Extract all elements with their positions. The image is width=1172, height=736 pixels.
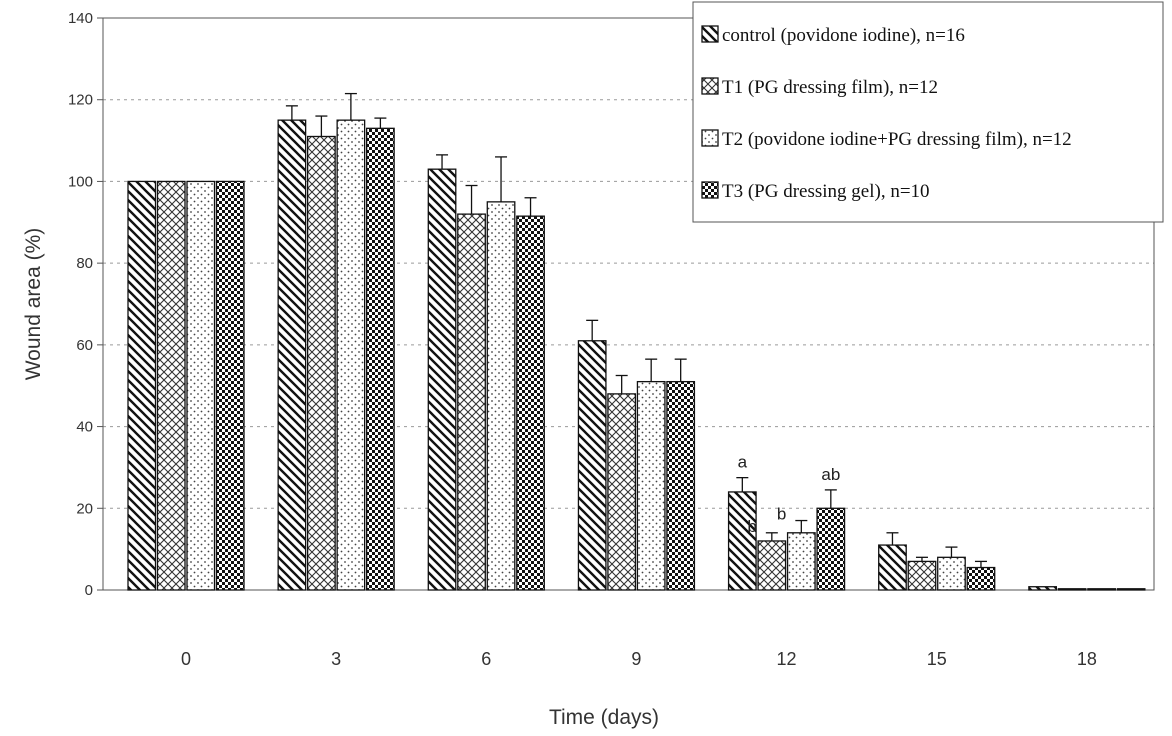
legend-swatch bbox=[701, 181, 719, 199]
bar-t2-day-6 bbox=[486, 201, 516, 591]
bar-t1-day-12 bbox=[757, 540, 787, 591]
significance-label: b bbox=[747, 517, 756, 536]
x-tick-label: 15 bbox=[927, 649, 947, 669]
legend-swatch bbox=[701, 25, 719, 43]
bar-control-day-12 bbox=[727, 491, 757, 591]
bar-t2-day-3 bbox=[336, 119, 366, 591]
y-tick-label: 120 bbox=[68, 92, 93, 109]
bar-t2-day-18 bbox=[1087, 588, 1117, 591]
legend-entry: T2 (povidone iodine+PG dressing film), n… bbox=[722, 129, 1072, 150]
bar-control-day-15 bbox=[878, 544, 907, 591]
bar-t1-day-0 bbox=[156, 180, 186, 591]
y-tick-label: 100 bbox=[68, 173, 93, 190]
bar-t1-day-15 bbox=[907, 560, 937, 591]
legend-entry: control (povidone iodine), n=16 bbox=[722, 25, 965, 46]
legend-swatch bbox=[701, 77, 719, 95]
bar-t3-day-12 bbox=[816, 507, 846, 591]
significance-label: ab bbox=[821, 465, 840, 484]
bar-control-day-0 bbox=[127, 180, 157, 591]
bar-control-day-6 bbox=[427, 168, 457, 591]
x-tick-label: 0 bbox=[181, 649, 191, 669]
bar-t3-day-9 bbox=[666, 380, 696, 591]
bar-t3-day-3 bbox=[365, 127, 395, 591]
legend-box bbox=[692, 1, 1164, 223]
x-tick-label: 12 bbox=[777, 649, 797, 669]
legend: control (povidone iodine), n=16 T1 (PG dr… bbox=[692, 1, 1164, 223]
x-axis-ticks: 0 3 6 9 12 15 18 bbox=[181, 649, 1097, 669]
x-tick-label: 3 bbox=[331, 649, 341, 669]
bar-t1-day-6 bbox=[457, 213, 486, 591]
significance-label: a bbox=[738, 453, 748, 472]
bar-t2-day-12 bbox=[786, 532, 816, 591]
bar-t2-day-0 bbox=[186, 180, 216, 591]
y-axis-title: Wound area (%) bbox=[22, 228, 45, 381]
y-axis-ticks: 0 20 40 60 80 100 120 140 bbox=[68, 10, 103, 599]
significance-label: b bbox=[777, 505, 786, 524]
legend-entry: T1 (PG dressing film), n=12 bbox=[722, 77, 938, 98]
x-tick-label: 9 bbox=[631, 649, 641, 669]
x-tick-label: 18 bbox=[1077, 649, 1097, 669]
bar-t3-day-15 bbox=[966, 566, 996, 591]
bar-t2-day-9 bbox=[636, 380, 666, 591]
y-tick-label: 80 bbox=[76, 255, 93, 272]
bar-t3-day-0 bbox=[215, 180, 245, 591]
bar-control-day-3 bbox=[277, 119, 307, 591]
legend-swatch bbox=[701, 129, 719, 147]
bar-t3-day-6 bbox=[516, 215, 545, 591]
bar-t1-day-18 bbox=[1057, 588, 1087, 591]
bar-t3-day-18 bbox=[1116, 588, 1146, 591]
y-tick-label: 0 bbox=[85, 582, 93, 599]
bar-t1-day-9 bbox=[607, 393, 637, 591]
y-tick-label: 20 bbox=[76, 500, 93, 517]
x-axis-title: Time (days) bbox=[549, 706, 659, 729]
y-tick-label: 140 bbox=[68, 10, 93, 27]
y-tick-label: 60 bbox=[76, 337, 93, 354]
bar-control-day-18 bbox=[1028, 586, 1058, 591]
legend-entry: T3 (PG dressing gel), n=10 bbox=[722, 181, 930, 202]
bar-t2-day-15 bbox=[937, 556, 966, 591]
bars bbox=[127, 92, 1146, 591]
y-tick-label: 40 bbox=[76, 419, 93, 436]
x-tick-label: 6 bbox=[481, 649, 491, 669]
bar-t1-day-3 bbox=[306, 135, 336, 591]
bar-control-day-9 bbox=[577, 340, 607, 591]
